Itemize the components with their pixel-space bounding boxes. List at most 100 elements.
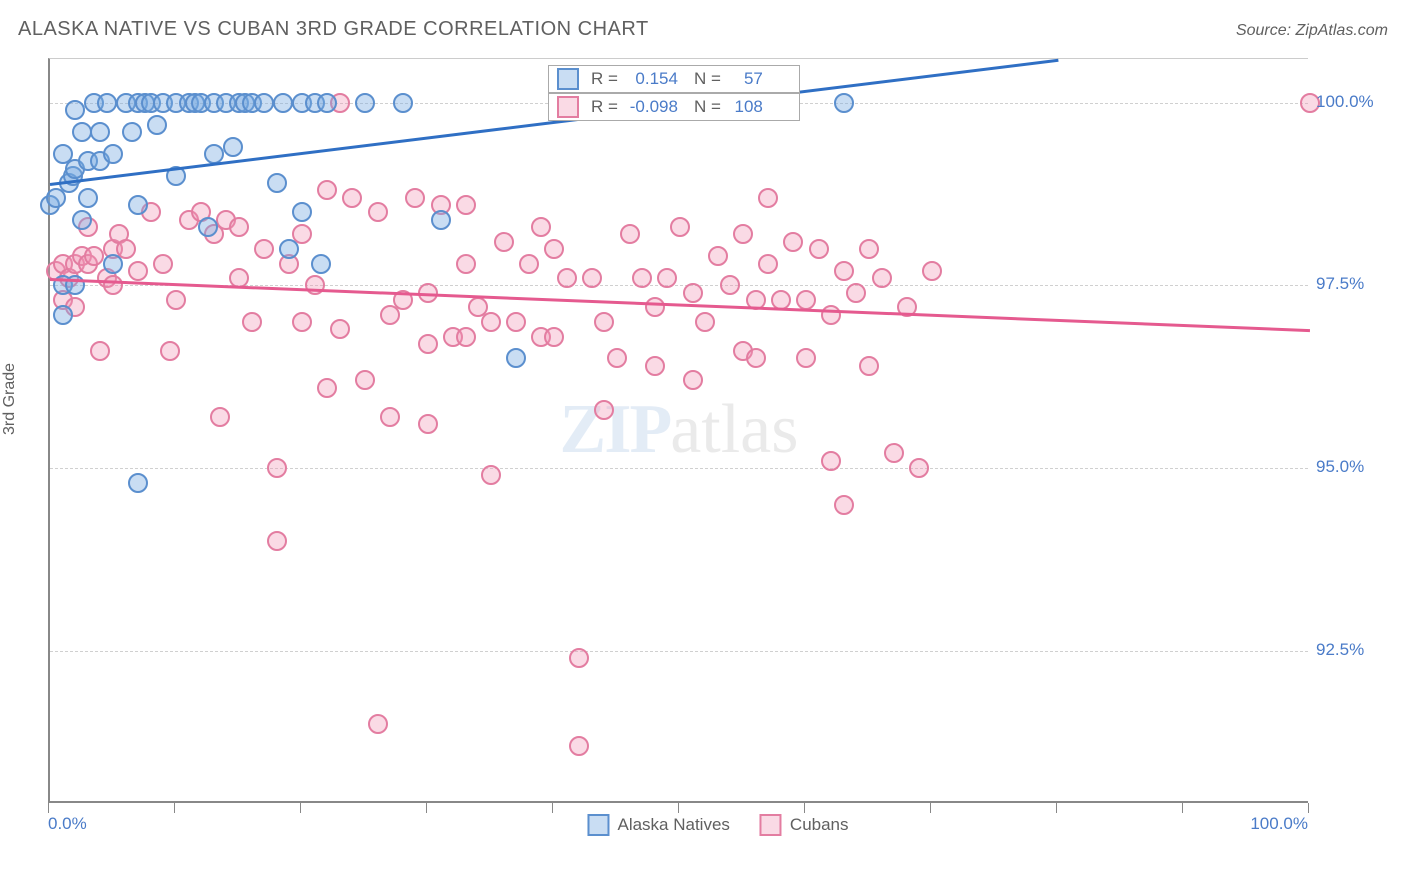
alaska-point — [128, 195, 148, 215]
x-tick-mark — [678, 803, 679, 813]
cuban-point — [481, 312, 501, 332]
x-tick-mark — [48, 803, 49, 813]
cuban-point — [405, 188, 425, 208]
cuban-point — [494, 232, 514, 252]
cuban-point — [645, 356, 665, 376]
watermark-atlas: atlas — [670, 391, 798, 468]
cuban-point — [922, 261, 942, 281]
cuban-point — [758, 188, 778, 208]
n-label: N = — [694, 69, 721, 89]
cuban-point — [657, 268, 677, 288]
gridline — [50, 468, 1308, 469]
alaska-point — [431, 210, 451, 230]
cuban-point — [342, 188, 362, 208]
cuban-point — [254, 239, 274, 259]
cuban-point — [695, 312, 715, 332]
plot-area: ZIPatlas R =0.154N =57R =-0.098N =108 — [48, 58, 1308, 803]
x-tick-mark — [1056, 803, 1057, 813]
alaska-point — [393, 93, 413, 113]
cuban-point — [456, 327, 476, 347]
cuban-point — [557, 268, 577, 288]
alaska-point — [834, 93, 854, 113]
cuban-point — [210, 407, 230, 427]
cuban-point — [456, 254, 476, 274]
cuban-point — [872, 268, 892, 288]
r-value: 0.154 — [624, 69, 678, 89]
cuban-point — [746, 348, 766, 368]
x-tick-mark — [300, 803, 301, 813]
cuban-point — [456, 195, 476, 215]
cuban-point — [544, 327, 564, 347]
alaska-stats-box: R = 0.154 N = 57 — [548, 65, 800, 93]
cuban-point — [481, 465, 501, 485]
cuban-point — [632, 268, 652, 288]
cuban-point — [103, 275, 123, 295]
cuban-point — [645, 297, 665, 317]
alaska-point — [223, 137, 243, 157]
chart-title: ALASKA NATIVE VS CUBAN 3RD GRADE CORRELA… — [18, 18, 649, 41]
alaska-point — [103, 144, 123, 164]
alaska-point — [78, 188, 98, 208]
alaska-point — [122, 122, 142, 142]
alaska-point — [97, 93, 117, 113]
legend-bottom: Alaska Natives Cubans — [587, 814, 848, 836]
alaska-point — [279, 239, 299, 259]
cuban-point — [733, 224, 753, 244]
cuban-point — [670, 217, 690, 237]
cuban-point — [720, 275, 740, 295]
cuban-point — [620, 224, 640, 244]
y-tick-label: 100.0% — [1316, 92, 1374, 112]
cuban-point — [594, 400, 614, 420]
cuban-point — [330, 319, 350, 339]
alaska-point — [198, 217, 218, 237]
cuban-point — [166, 290, 186, 310]
cuban-point — [909, 458, 929, 478]
y-tick-label: 97.5% — [1316, 274, 1364, 294]
x-tick-mark — [1182, 803, 1183, 813]
plot-container: ZIPatlas R =0.154N =57R =-0.098N =108 Al… — [48, 58, 1388, 828]
cuban-point — [834, 261, 854, 281]
cuban-point — [683, 370, 703, 390]
alaska-point — [128, 473, 148, 493]
cuban-point — [317, 378, 337, 398]
cuban-point — [84, 246, 104, 266]
legend-item-alaska: Alaska Natives — [587, 814, 729, 836]
alaska-point — [267, 173, 287, 193]
cuban-point — [544, 239, 564, 259]
x-tick-mark — [552, 803, 553, 813]
cuban-point — [153, 254, 173, 274]
cuban-point — [821, 451, 841, 471]
alaska-point — [72, 122, 92, 142]
n-value: 108 — [727, 97, 763, 117]
cuban-point — [607, 348, 627, 368]
cuban-point — [783, 232, 803, 252]
y-tick-label: 92.5% — [1316, 640, 1364, 660]
alaska-point — [90, 122, 110, 142]
n-value: 57 — [727, 69, 763, 89]
alaska-point — [355, 93, 375, 113]
cuban-point — [317, 180, 337, 200]
alaska-point — [273, 93, 293, 113]
alaska-point — [506, 348, 526, 368]
alaska-point — [317, 93, 337, 113]
cuban-point — [368, 714, 388, 734]
cuban-point — [758, 254, 778, 274]
cuban-point — [796, 348, 816, 368]
alaska-point — [72, 210, 92, 230]
watermark: ZIPatlas — [560, 390, 799, 470]
x-tick-mark — [930, 803, 931, 813]
cuban-point — [796, 290, 816, 310]
n-label: N = — [694, 97, 721, 117]
cuban-point — [355, 370, 375, 390]
cuban-point — [506, 312, 526, 332]
alaska-point — [103, 254, 123, 274]
cuban-stats-swatch — [557, 96, 579, 118]
cuban-point — [242, 312, 262, 332]
cuban-point — [380, 407, 400, 427]
cuban-point — [292, 312, 312, 332]
legend-item-cuban: Cubans — [760, 814, 849, 836]
alaska-point — [311, 254, 331, 274]
r-label: R = — [591, 69, 618, 89]
cuban-point — [531, 217, 551, 237]
cuban-point — [267, 458, 287, 478]
